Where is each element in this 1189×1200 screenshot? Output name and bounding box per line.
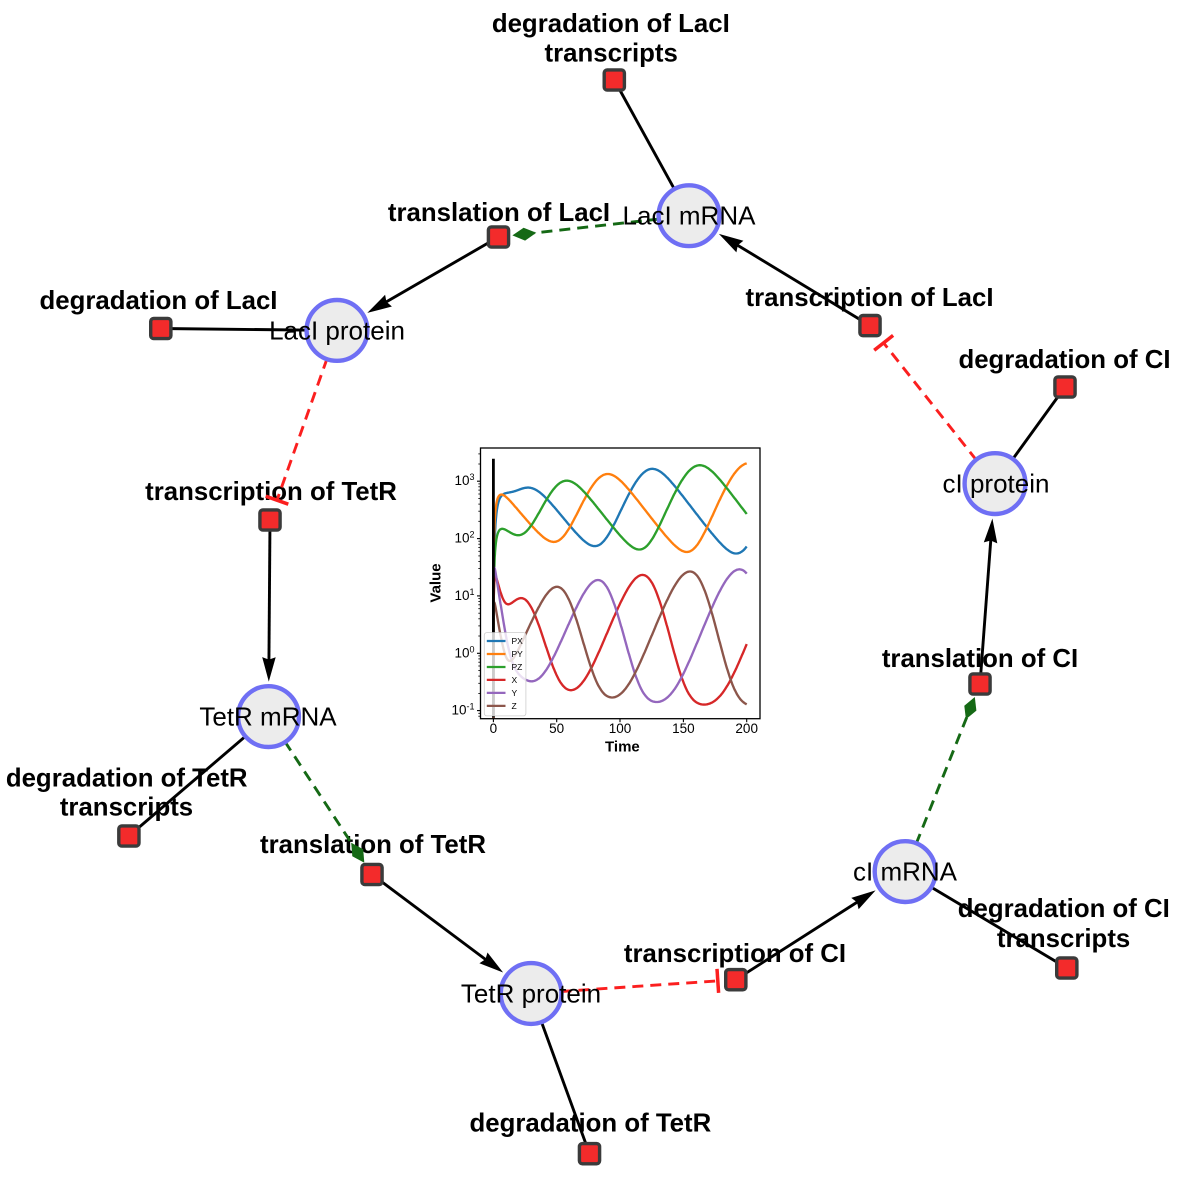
svg-text:Z: Z: [512, 701, 517, 711]
svg-text:X: X: [512, 675, 518, 685]
svg-text:translation of TetR: translation of TetR: [260, 831, 486, 859]
svg-text:101: 101: [454, 587, 474, 603]
svg-text:transcripts: transcripts: [545, 40, 678, 68]
svg-text:TetR protein: TetR protein: [461, 979, 601, 1009]
svg-text:degradation of LacI: degradation of LacI: [492, 10, 730, 38]
svg-text:Value: Value: [427, 563, 444, 602]
svg-text:cI protein: cI protein: [943, 469, 1050, 499]
svg-text:100: 100: [454, 644, 474, 660]
svg-text:Y: Y: [512, 688, 518, 698]
svg-text:transcription of LacI: transcription of LacI: [746, 284, 994, 312]
svg-text:degradation of LacI: degradation of LacI: [40, 287, 278, 315]
svg-text:LacI mRNA: LacI mRNA: [623, 200, 757, 230]
svg-text:degradation of TetR: degradation of TetR: [470, 1110, 712, 1138]
svg-text:0: 0: [490, 721, 498, 736]
svg-text:degradation of CI: degradation of CI: [958, 895, 1170, 923]
svg-text:50: 50: [549, 721, 564, 736]
svg-text:TetR mRNA: TetR mRNA: [199, 702, 337, 732]
svg-text:102: 102: [454, 530, 474, 546]
svg-text:degradation of TetR: degradation of TetR: [6, 765, 248, 793]
svg-text:10-1: 10-1: [451, 702, 474, 718]
svg-text:translation of LacI: translation of LacI: [388, 199, 610, 227]
svg-text:100: 100: [609, 721, 632, 736]
svg-text:transcription of TetR: transcription of TetR: [145, 478, 397, 506]
svg-text:150: 150: [672, 721, 695, 736]
svg-text:PZ: PZ: [512, 662, 523, 672]
svg-text:103: 103: [454, 472, 474, 488]
svg-text:degradation of CI: degradation of CI: [958, 346, 1170, 374]
svg-text:PY: PY: [512, 649, 524, 659]
svg-text:Time: Time: [605, 739, 640, 756]
svg-text:transcription of CI: transcription of CI: [624, 940, 846, 968]
svg-text:cI mRNA: cI mRNA: [853, 857, 958, 887]
svg-text:LacI protein: LacI protein: [269, 315, 405, 345]
svg-text:PX: PX: [512, 636, 524, 646]
svg-text:200: 200: [735, 721, 758, 736]
